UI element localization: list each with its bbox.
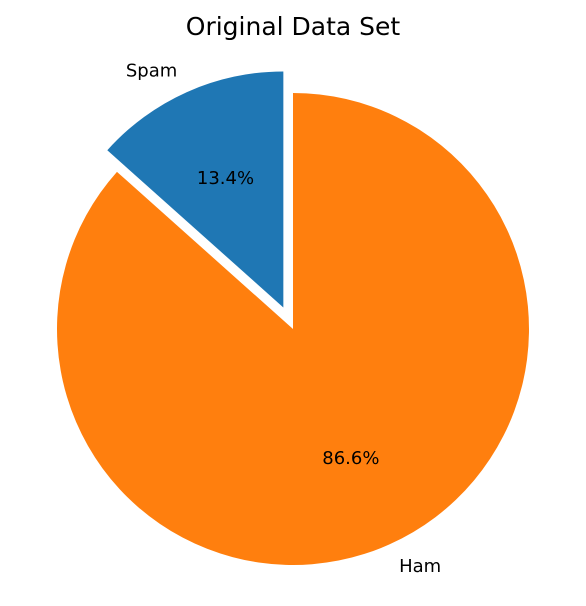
pct-label-spam: 13.4%	[197, 168, 254, 189]
pie-slice-ham	[56, 93, 530, 565]
pie-labels: 13.4% Spam 86.6% Ham	[126, 61, 441, 577]
slice-label-ham: Ham	[399, 556, 441, 577]
chart-title: Original Data Set	[186, 12, 401, 41]
slice-label-spam: Spam	[126, 61, 177, 82]
pie-slice-spam	[107, 71, 284, 308]
pie-slices	[56, 71, 530, 565]
pct-label-ham: 86.6%	[322, 448, 379, 469]
